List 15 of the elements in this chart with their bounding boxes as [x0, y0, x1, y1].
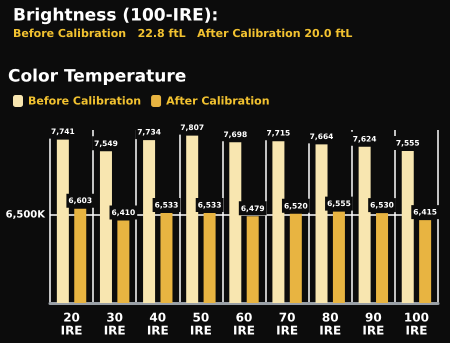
x-tick-label: 30 IRE — [104, 310, 126, 338]
x-tick-label: 40 IRE — [146, 310, 169, 338]
legend-label: After Calibration — [166, 94, 270, 108]
x-tick-label: 100 IRE — [404, 310, 429, 338]
x-tick-label: 20 IRE — [60, 310, 83, 338]
x-tick-label: 50 IRE — [190, 310, 212, 338]
x-tick-label: 60 IRE — [233, 310, 255, 338]
x-tick-label: 80 IRE — [319, 310, 342, 338]
x-tick-label: 90 IRE — [362, 310, 384, 338]
chart-subtitle: Before Calibration 22.8 ftL After Calibration 20.0 ftL — [13, 27, 352, 40]
legend-label: Before Calibration — [28, 94, 142, 108]
x-tick-label: 70 IRE — [276, 310, 298, 338]
legend-title: Color Temperature — [8, 66, 186, 86]
chart-title: Brightness (100-IRE): — [13, 6, 218, 26]
ref-line-label: 6,500K — [6, 209, 46, 220]
